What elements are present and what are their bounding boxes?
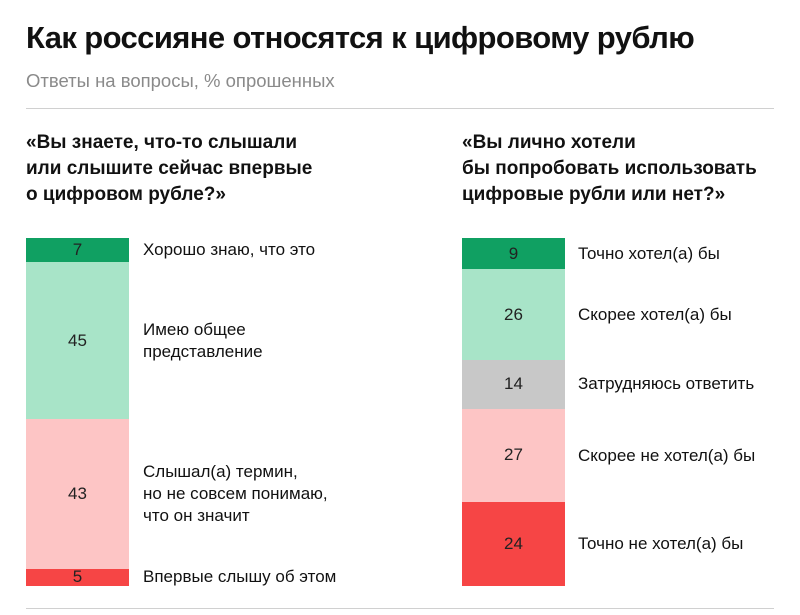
awareness-segment-label: Имею общее представление (143, 319, 263, 361)
willingness-segment-label: Скорее не хотел(а) бы (578, 445, 756, 465)
top-divider (26, 108, 774, 109)
awareness-segment: 43 (26, 418, 129, 569)
awareness-segment: 45 (26, 262, 129, 419)
willingness-segment: 27 (462, 408, 565, 503)
willingness-segment: 14 (462, 359, 565, 409)
awareness-segment-label: Слышал(а) термин, но не совсем понимаю, … (143, 461, 328, 525)
bottom-divider (26, 608, 774, 609)
willingness-segment: 24 (462, 502, 565, 586)
awareness-segment: 7 (26, 238, 129, 263)
willingness-segment: 26 (462, 269, 565, 360)
willingness-segment: 9 (462, 238, 565, 270)
awareness-segment-label: Впервые слышу об этом (143, 567, 337, 587)
question-left: «Вы знаете, что-то слышали или слышите с… (26, 132, 313, 205)
awareness-segment-label: Хорошо знаю, что это (143, 240, 316, 260)
willingness-segment-label: Затрудняюсь ответить (578, 374, 755, 394)
stacked-bar-awareness: 7 45 43 5 (26, 238, 129, 586)
chart-title: Как россияне относятся к цифровому рублю (26, 20, 695, 55)
chart-subtitle: Ответы на вопросы, % опрошенных (26, 70, 335, 91)
question-right: «Вы лично хотели бы попробовать использо… (462, 132, 757, 205)
awareness-segment: 5 (26, 567, 129, 586)
willingness-segment-label: Точно не хотел(а) бы (578, 534, 744, 554)
willingness-segment-label: Точно хотел(а) бы (578, 243, 720, 263)
stacked-bar-willingness: 9 26 14 27 24 (462, 238, 565, 586)
willingness-segment-label: Скорее хотел(а) бы (578, 304, 732, 324)
